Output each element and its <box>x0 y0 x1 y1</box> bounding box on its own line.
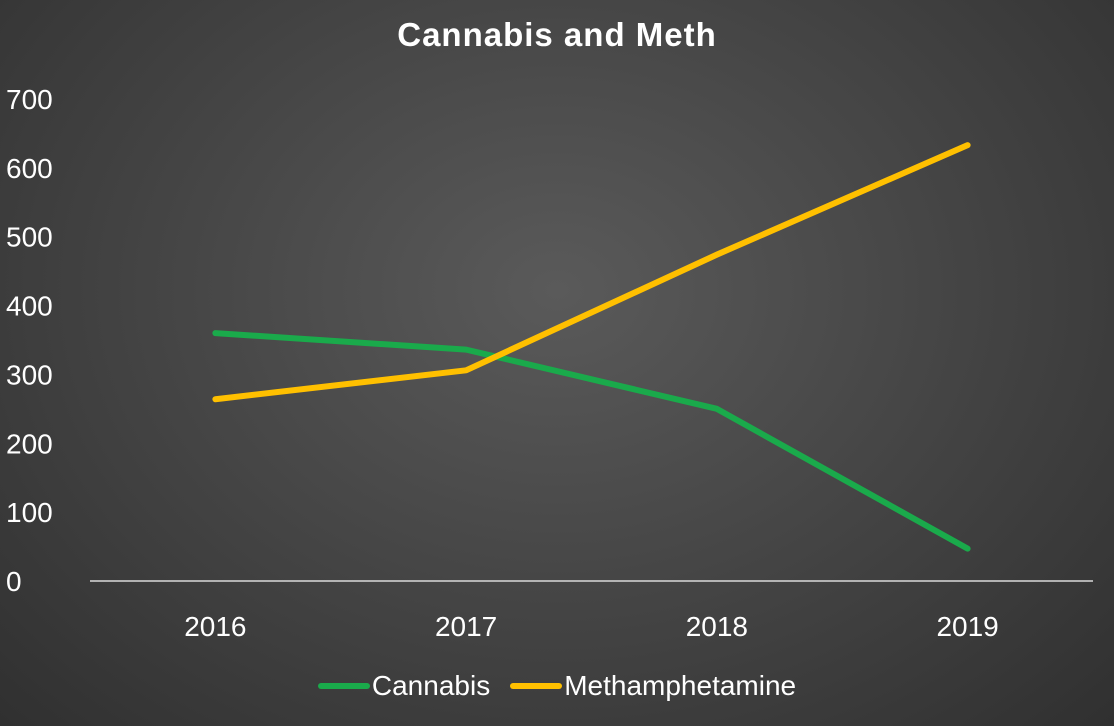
y-tick-label: 300 <box>6 359 53 390</box>
legend-label-methamphetamine: Methamphetamine <box>564 670 797 701</box>
legend-swatch-cannabis <box>317 683 370 689</box>
x-tick-label: 2019 <box>936 611 998 642</box>
y-tick-label: 0 <box>6 566 22 597</box>
x-tick-label: 2016 <box>184 611 246 642</box>
legend-item-methamphetamine: Methamphetamine <box>510 670 796 702</box>
y-tick-label: 400 <box>6 291 53 322</box>
legend-label-cannabis: Cannabis <box>371 670 491 701</box>
x-tick-label: 2018 <box>686 611 748 642</box>
y-tick-label: 700 <box>6 84 53 115</box>
y-tick-label: 200 <box>6 428 53 459</box>
y-tick-label: 500 <box>6 222 53 253</box>
y-tick-label: 600 <box>6 153 53 184</box>
series-line-cannabis <box>212 330 971 552</box>
x-axis-tick-labels: 2016 2017 2018 2019 <box>184 611 999 642</box>
series-line-methamphetamine <box>212 142 971 403</box>
legend: Cannabis Methamphetamine <box>0 670 1114 702</box>
y-axis-tick-labels: 0 100 200 300 400 500 600 700 <box>6 84 53 597</box>
series-lines <box>212 142 971 552</box>
legend-swatch-methamphetamine <box>510 683 563 689</box>
chart-title: Cannabis and Meth <box>397 16 717 53</box>
x-tick-label: 2017 <box>435 611 497 642</box>
y-tick-label: 100 <box>6 497 53 528</box>
legend-item-cannabis: Cannabis <box>317 670 491 702</box>
